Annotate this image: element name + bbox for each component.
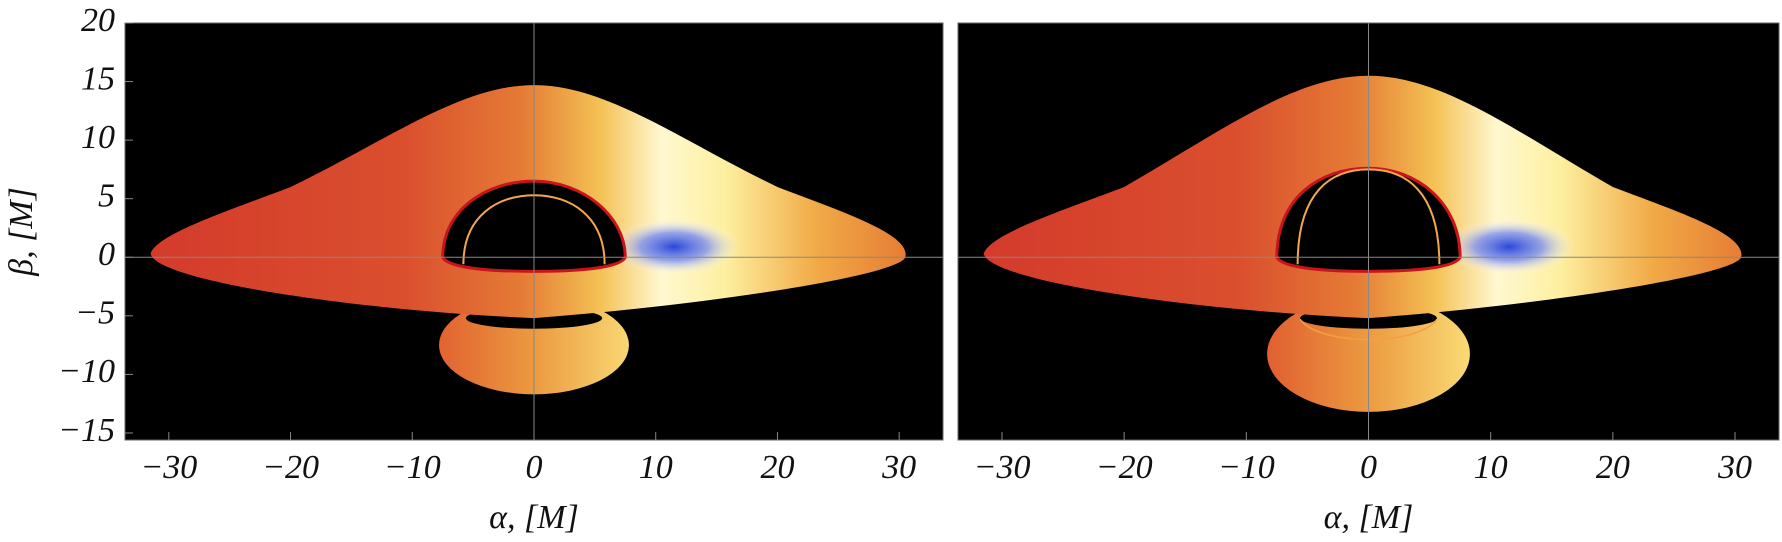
x-axis-title: α, [M] xyxy=(489,499,579,536)
accretion-disk-image xyxy=(150,85,906,395)
x-tick-label: 30 xyxy=(881,449,916,486)
plot-area xyxy=(125,23,943,440)
x-tick-label: −10 xyxy=(1218,449,1275,486)
x-tick-label: −30 xyxy=(140,449,197,486)
x-tick-label: 30 xyxy=(1717,449,1752,486)
y-tick-label: 5 xyxy=(98,177,115,214)
y-tick-label: 20 xyxy=(81,2,115,39)
y-tick-label: −10 xyxy=(58,353,115,390)
x-tick-label: 10 xyxy=(639,449,673,486)
y-axis-title: β, [M] xyxy=(3,187,40,277)
x-tick-label: 10 xyxy=(1474,449,1508,486)
plot-area xyxy=(958,23,1779,440)
y-tick-label: 15 xyxy=(81,60,115,97)
blue-spot xyxy=(607,218,741,275)
x-tick-label: −10 xyxy=(384,449,441,486)
blue-spot xyxy=(1441,218,1577,275)
x-tick-label: −20 xyxy=(1096,449,1153,486)
y-tick-label: −15 xyxy=(58,412,115,449)
x-tick-label: 20 xyxy=(1596,449,1630,486)
y-tick-label: −5 xyxy=(75,295,115,332)
x-tick-label: 20 xyxy=(760,449,794,486)
x-tick-label: −30 xyxy=(974,449,1031,486)
y-tick-label: 0 xyxy=(98,236,115,273)
x-tick-label: 0 xyxy=(526,449,543,486)
y-tick-label: 10 xyxy=(81,119,115,156)
x-axis-title: α, [M] xyxy=(1324,499,1414,536)
x-tick-label: −20 xyxy=(262,449,319,486)
x-tick-label: 0 xyxy=(1360,449,1377,486)
